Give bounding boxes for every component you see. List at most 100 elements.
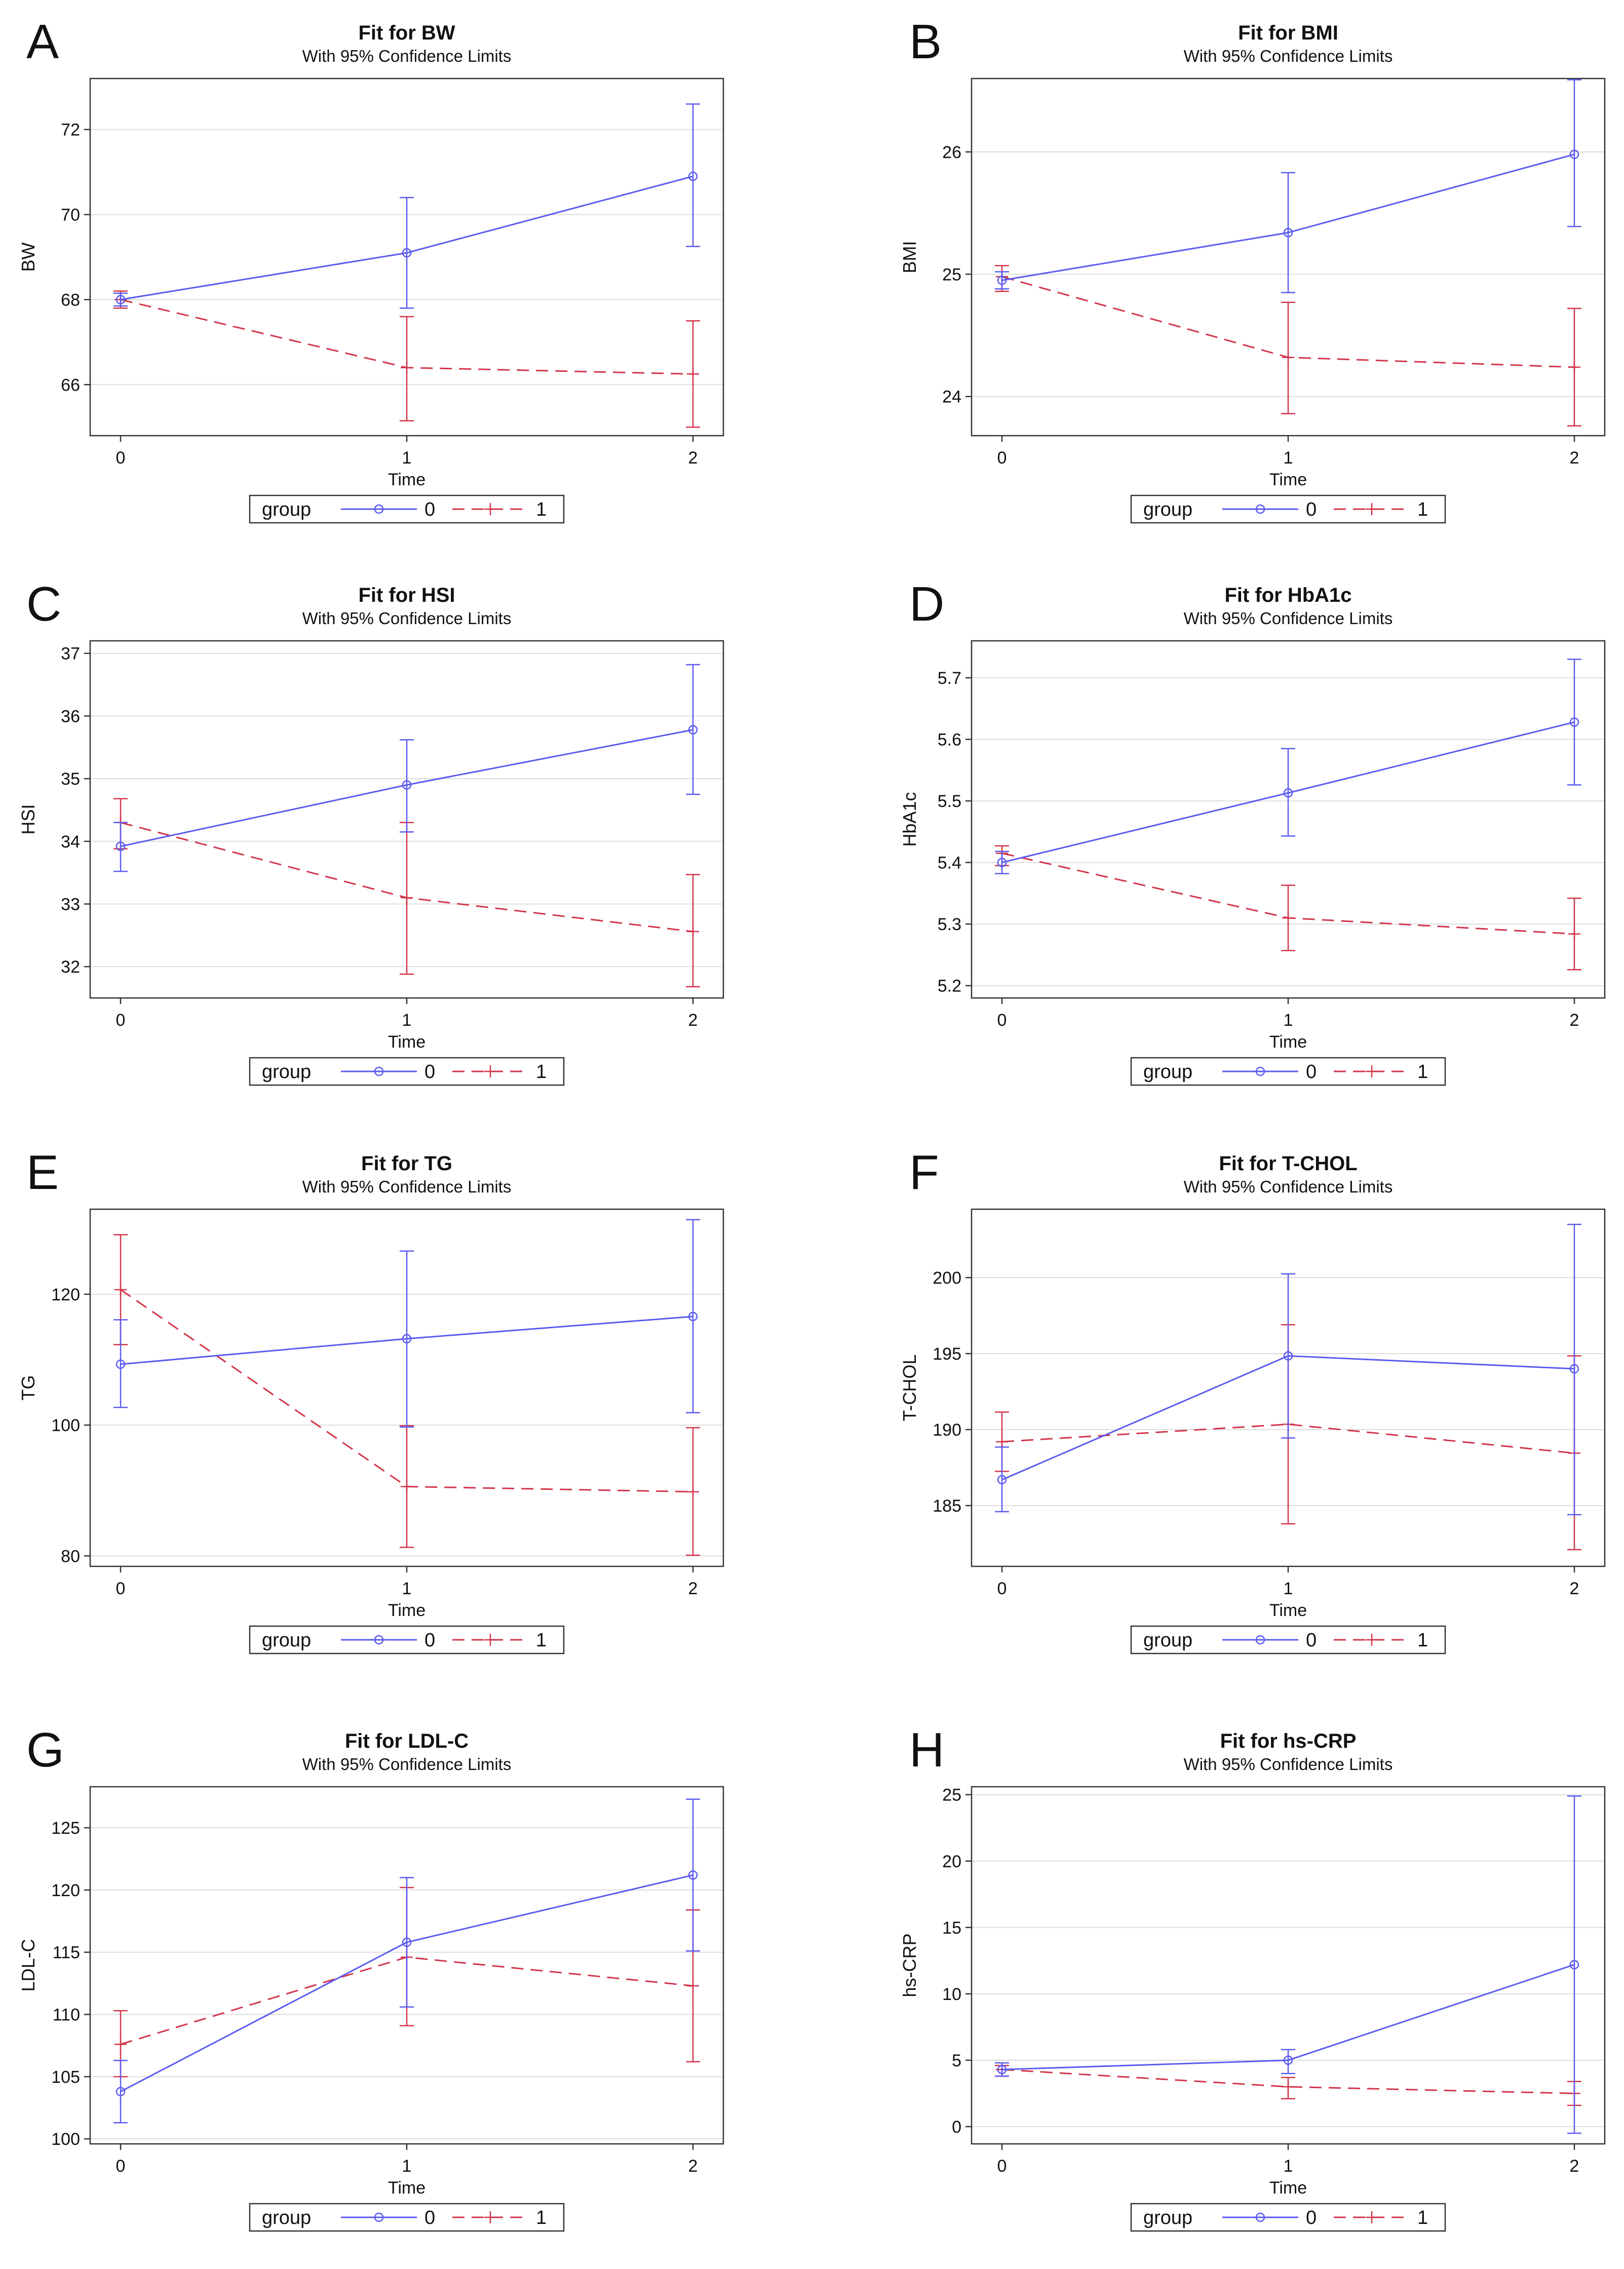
x-tick-label: 0 [997, 1011, 1007, 1030]
x-tick-label: 1 [402, 1011, 412, 1030]
chart-title: Fit for LDL-C [345, 1730, 469, 1752]
panel-letter: G [26, 1723, 64, 1777]
y-tick-label: 5.3 [938, 915, 961, 934]
y-tick-label: 200 [933, 1268, 961, 1288]
data-point-circle [688, 1312, 698, 1322]
series-group-1 [995, 845, 1581, 971]
legend-marker-0 [374, 504, 384, 514]
panel-a: A Fit for BW With 95% Confidence Limits 66 6… [18, 15, 724, 524]
panel-letter: C [26, 577, 61, 631]
panel-letter: D [909, 577, 944, 631]
data-point-circle [402, 780, 412, 790]
y-tick-label: 37 [61, 644, 80, 664]
x-tick-label: 1 [402, 2157, 412, 2176]
x-axis-label: Time [1269, 2178, 1307, 2198]
x-tick-label: 1 [402, 1579, 412, 1598]
y-tick-label: 25 [942, 265, 961, 284]
x-tick-label: 2 [688, 1011, 698, 1030]
y-tick-label: 0 [952, 2118, 961, 2137]
legend: group 0 1 [1130, 1625, 1446, 1655]
y-tick-label: 35 [61, 770, 80, 789]
fit-line [1001, 1964, 1575, 2070]
legend-title: group [1143, 2207, 1192, 2228]
data-point-circle [1569, 1959, 1579, 1970]
fit-line [120, 1316, 693, 1365]
chart-subtitle: With 95% Confidence Limits [302, 609, 512, 628]
data-point-circle [115, 295, 126, 304]
legend-label-0: 0 [1306, 499, 1317, 520]
data-point-circle [688, 1870, 698, 1880]
legend-label-1: 1 [1417, 499, 1428, 520]
x-tick-label: 2 [1570, 1579, 1579, 1598]
series-group-0 [995, 1223, 1581, 1516]
legend-label-0: 0 [1306, 2207, 1317, 2228]
x-tick-label: 0 [116, 2157, 126, 2176]
x-tick-label: 1 [1284, 448, 1293, 468]
legend-label-0: 0 [424, 499, 435, 520]
data-point-circle [115, 2087, 126, 2097]
legend-label-0: 0 [424, 1630, 435, 1651]
chart-title: Fit for HbA1c [1224, 584, 1351, 606]
y-tick-label: 5.7 [938, 669, 961, 688]
y-tick-label: 100 [51, 1416, 80, 1435]
legend-box [1130, 1057, 1446, 1086]
y-tick-label: 72 [61, 121, 80, 140]
chart-title: Fit for HSI [358, 584, 455, 606]
x-tick-label: 2 [1570, 2157, 1579, 2176]
series-group-0 [113, 664, 700, 872]
legend-label-0: 0 [1306, 1061, 1317, 1083]
legend-title: group [262, 1061, 311, 1083]
x-tick-label: 2 [1570, 1011, 1579, 1030]
y-axis-label: BMI [899, 241, 920, 273]
legend-label-1: 1 [1417, 1061, 1428, 1083]
data-point-circle [688, 171, 698, 181]
chart-subtitle: With 95% Confidence Limits [1184, 1755, 1393, 1774]
y-tick-label: 80 [61, 1547, 80, 1566]
y-tick-label: 115 [53, 1943, 80, 1963]
legend-label-1: 1 [1417, 2207, 1428, 2228]
y-tick-label: 190 [933, 1420, 961, 1440]
series-group-0 [113, 1219, 700, 1428]
chart-subtitle: With 95% Confidence Limits [1184, 47, 1393, 65]
data-point-circle [997, 858, 1007, 867]
chart-subtitle: With 95% Confidence Limits [1184, 1177, 1393, 1196]
y-tick-label: 70 [61, 206, 80, 225]
legend-marker-0 [374, 2212, 384, 2222]
x-axis-label: Time [388, 2178, 426, 2198]
x-tick-label: 1 [1284, 2157, 1293, 2176]
x-tick-label: 0 [997, 1579, 1007, 1598]
series-group-0 [113, 103, 700, 309]
legend-label-0: 0 [424, 2207, 435, 2228]
legend: group 0 1 [249, 1057, 565, 1086]
panel-letter: H [909, 1723, 944, 1777]
y-tick-label: 33 [61, 895, 80, 914]
x-tick-label: 2 [688, 1579, 698, 1598]
y-tick-label: 26 [942, 143, 961, 162]
panel-f: F Fit for T-CHOL With 95% Confidence Limit… [899, 1145, 1606, 1655]
data-point-circle [1569, 149, 1579, 159]
y-tick-label: 110 [53, 2006, 80, 2025]
legend-title: group [1143, 1630, 1192, 1651]
data-point-circle [115, 1359, 126, 1369]
panel-letter: A [26, 15, 59, 69]
data-point-circle [997, 2064, 1007, 2074]
legend-marker-0 [1255, 1635, 1265, 1645]
y-tick-label: 5.5 [938, 792, 961, 811]
chart-subtitle: With 95% Confidence Limits [302, 1755, 512, 1774]
legend: group 0 1 [249, 2203, 565, 2232]
fit-line [1001, 1355, 1575, 1481]
legend-marker-0 [1255, 2212, 1265, 2222]
data-point-circle [1283, 1351, 1293, 1361]
y-tick-label: 66 [61, 375, 80, 395]
y-tick-label: 100 [51, 2130, 80, 2149]
legend-marker-0 [1255, 504, 1265, 514]
y-tick-label: 34 [61, 832, 80, 852]
panel-letter: E [26, 1145, 59, 1200]
x-axis-label: Time [1269, 1601, 1307, 1620]
chart-title: Fit for hs-CRP [1220, 1730, 1357, 1752]
legend-label-1: 1 [536, 2207, 547, 2228]
fit-line [1001, 153, 1575, 281]
data-point-circle [1283, 2055, 1293, 2065]
legend-title: group [262, 2207, 311, 2228]
chart-subtitle: With 95% Confidence Limits [1184, 609, 1393, 628]
